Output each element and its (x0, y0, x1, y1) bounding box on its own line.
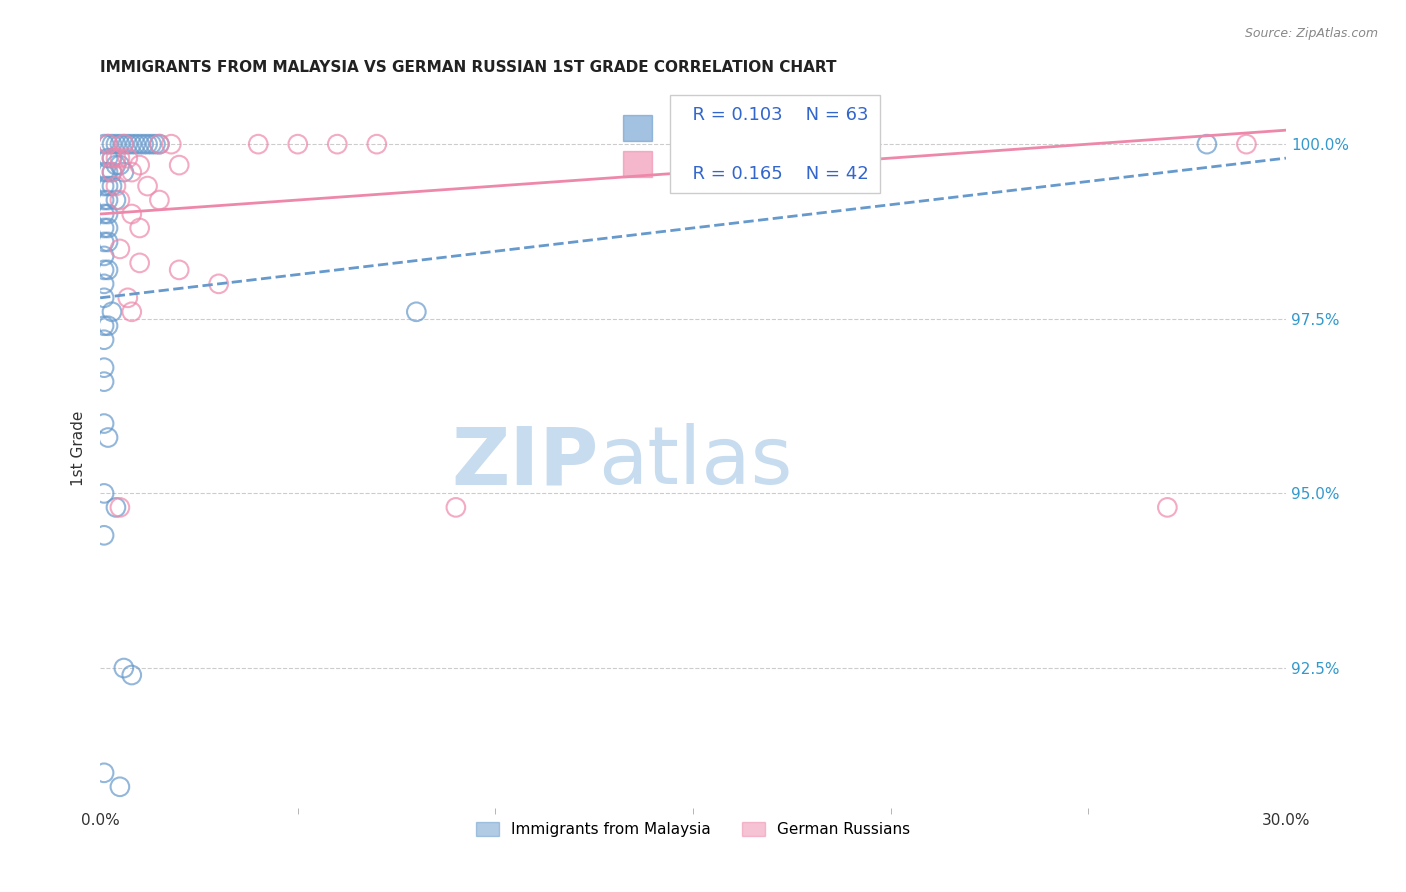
Point (287, 137, 309, 152)
Text: Source: ZipAtlas.com: Source: ZipAtlas.com (1244, 27, 1378, 40)
Point (117, 151, 139, 165)
Point (97, 151, 120, 165)
Point (93, 765, 115, 780)
Point (93, 375, 115, 389)
Point (97, 193, 120, 207)
Point (93, 193, 115, 207)
Point (148, 193, 170, 207)
Point (93, 249, 115, 263)
Text: IMMIGRANTS FROM MALAYSIA VS GERMAN RUSSIAN 1ST GRADE CORRELATION CHART: IMMIGRANTS FROM MALAYSIA VS GERMAN RUSSI… (100, 60, 837, 75)
Bar (623, 115, 651, 141)
Point (93, 277, 115, 291)
Point (104, 137, 127, 152)
Point (101, 151, 124, 165)
Point (121, 668, 143, 682)
Point (108, 193, 131, 207)
Point (141, 137, 163, 152)
Point (101, 137, 124, 152)
Point (108, 780, 131, 794)
Point (117, 137, 139, 152)
Point (101, 305, 124, 319)
Point (326, 137, 349, 152)
Point (148, 137, 170, 152)
Point (136, 137, 159, 152)
Point (93, 263, 115, 277)
Point (132, 137, 155, 152)
Point (121, 137, 143, 152)
Point (101, 151, 124, 165)
Point (93, 235, 115, 249)
Point (93, 221, 115, 235)
Point (93, 417, 115, 431)
Point (93, 333, 115, 347)
Point (104, 500, 127, 515)
Point (247, 137, 270, 152)
Text: ZIP: ZIP (451, 424, 598, 501)
Point (366, 137, 388, 152)
Point (97, 137, 120, 152)
Point (101, 179, 124, 194)
Point (160, 137, 183, 152)
Point (444, 500, 467, 515)
Point (108, 158, 131, 172)
Point (93, 318, 115, 333)
Point (108, 137, 131, 152)
Point (112, 661, 135, 675)
Point (121, 165, 143, 179)
Point (167, 158, 190, 172)
Point (101, 165, 124, 179)
Y-axis label: 1st Grade: 1st Grade (72, 410, 86, 486)
Point (93, 207, 115, 221)
Point (97, 431, 120, 445)
Point (128, 256, 150, 270)
Point (93, 165, 115, 179)
Point (121, 207, 143, 221)
Point (112, 165, 135, 179)
Text: atlas: atlas (598, 424, 793, 501)
Point (101, 165, 124, 179)
Point (128, 158, 150, 172)
Point (97, 318, 120, 333)
Point (1195, 137, 1218, 152)
Point (148, 137, 170, 152)
Point (1236, 137, 1258, 152)
Point (128, 137, 150, 152)
Point (208, 277, 231, 291)
Point (121, 305, 143, 319)
Point (112, 137, 135, 152)
Point (93, 137, 115, 152)
Point (104, 151, 127, 165)
Point (97, 165, 120, 179)
Legend: Immigrants from Malaysia, German Russians: Immigrants from Malaysia, German Russian… (470, 816, 917, 843)
Point (104, 193, 127, 207)
Point (145, 137, 167, 152)
Point (104, 179, 127, 194)
Point (93, 291, 115, 305)
Point (97, 179, 120, 194)
Point (125, 137, 148, 152)
Point (97, 137, 120, 152)
Point (93, 360, 115, 375)
Point (93, 179, 115, 194)
Point (108, 242, 131, 256)
Text: R = 0.103    N = 63

  R = 0.165    N = 42: R = 0.103 N = 63 R = 0.165 N = 42 (681, 106, 869, 183)
Point (128, 221, 150, 235)
Point (108, 151, 131, 165)
Point (97, 235, 120, 249)
Point (108, 500, 131, 515)
Point (93, 486, 115, 500)
Point (112, 137, 135, 152)
Point (405, 305, 427, 319)
Point (117, 291, 139, 305)
Point (167, 263, 190, 277)
Point (1156, 500, 1178, 515)
Point (136, 179, 159, 194)
Point (97, 207, 120, 221)
Point (93, 528, 115, 542)
Point (97, 263, 120, 277)
Bar (623, 151, 651, 177)
Point (104, 158, 127, 172)
Point (97, 221, 120, 235)
